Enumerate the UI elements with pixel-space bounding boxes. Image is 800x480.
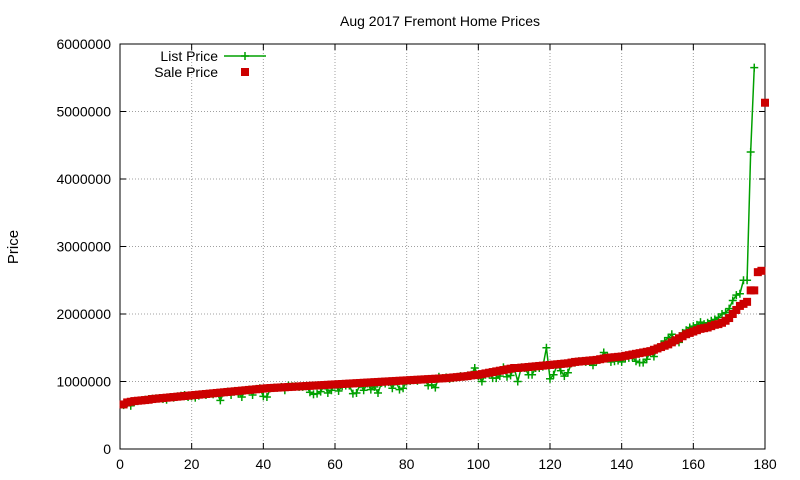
data-point-square — [750, 286, 759, 295]
x-tick-label: 20 — [184, 456, 200, 472]
data-point-plus — [542, 343, 551, 352]
data-point-plus — [503, 372, 511, 381]
data-point-plus — [374, 388, 382, 397]
x-tick-label: 140 — [610, 456, 634, 472]
data-point-square — [757, 266, 766, 275]
data-point-plus — [642, 355, 651, 364]
data-point-plus — [728, 296, 737, 305]
data-point-plus — [632, 357, 640, 366]
data-point-plus — [750, 63, 759, 72]
axis-ticks: 0 20 40 60 80 100 120 140 160 180 0 1000000 2000000 3… — [56, 36, 776, 472]
data-point-square — [761, 98, 769, 107]
data-point-plus — [262, 393, 271, 402]
legend-label: List Price — [160, 48, 218, 64]
series-list-price — [119, 63, 759, 410]
y-tick-label: 6000000 — [56, 36, 111, 52]
series-line — [123, 67, 755, 407]
x-tick-label: 60 — [327, 456, 343, 472]
data-point-plus — [399, 384, 408, 393]
x-tick-label: 120 — [538, 456, 562, 472]
data-point-square — [728, 310, 737, 318]
data-point-plus — [563, 368, 572, 377]
data-point-plus — [746, 148, 755, 156]
y-axis-label: Price — [5, 230, 22, 264]
y-tick-label: 2000000 — [56, 306, 111, 322]
data-point-plus — [546, 374, 554, 383]
series-sale-price — [119, 98, 769, 409]
legend-item-sale-price: Sale Price — [154, 64, 249, 80]
data-point-plus — [718, 310, 726, 318]
y-tick-label: 0 — [103, 441, 111, 457]
data-point-plus — [431, 383, 440, 392]
y-tick-label: 4000000 — [56, 171, 111, 187]
data-point-plus — [477, 377, 486, 386]
data-point-plus — [735, 289, 744, 298]
data-point-square — [743, 297, 752, 306]
y-tick-label: 3000000 — [56, 239, 111, 255]
legend-marker — [241, 68, 249, 76]
data-point-plus — [470, 364, 479, 372]
legend-label: Sale Price — [154, 64, 218, 80]
x-tick-label: 100 — [467, 456, 491, 472]
data-point-plus — [743, 276, 752, 285]
x-tick-label: 80 — [399, 456, 415, 472]
series-layer — [119, 63, 769, 410]
data-point-plus — [528, 370, 537, 379]
chart-title: Aug 2017 Fremont Home Prices — [340, 13, 540, 29]
data-point-square — [725, 314, 734, 323]
data-point-plus — [352, 388, 361, 397]
x-tick-label: 0 — [116, 456, 124, 472]
y-tick-label: 1000000 — [56, 374, 111, 390]
data-point-plus — [395, 385, 404, 394]
data-point-plus — [732, 291, 741, 300]
data-point-plus — [388, 384, 397, 393]
y-tick-label: 5000000 — [56, 104, 111, 120]
data-point-square — [732, 305, 741, 314]
data-point-plus — [359, 386, 368, 395]
data-point-plus — [216, 396, 225, 405]
x-tick-label: 180 — [753, 456, 777, 472]
data-point-plus — [513, 377, 522, 386]
grid — [120, 44, 765, 449]
data-point-plus — [549, 370, 558, 379]
data-point-plus — [313, 389, 322, 398]
legend-item-list-price: List Price — [160, 48, 266, 64]
x-tick-label: 40 — [256, 456, 272, 472]
x-tick-label: 160 — [682, 456, 706, 472]
